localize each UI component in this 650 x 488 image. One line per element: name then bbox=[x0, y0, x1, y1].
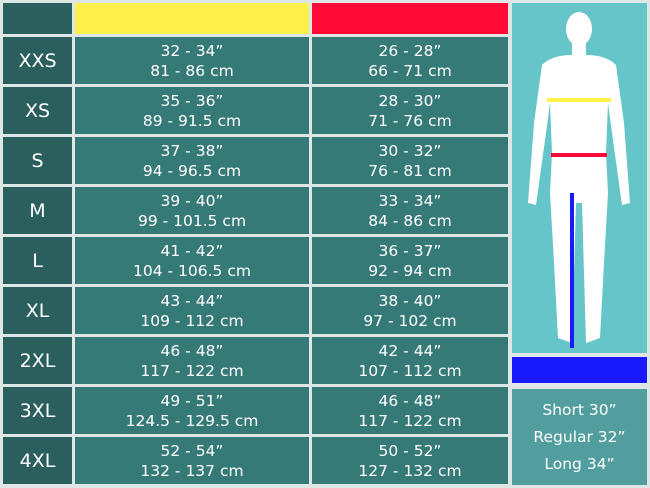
waist-color-header bbox=[312, 3, 508, 34]
chest-inches: 52 - 54” bbox=[160, 441, 224, 460]
chest-cell: 43 - 44” 109 - 112 cm bbox=[75, 287, 309, 334]
waist-cell: 46 - 48” 117 - 122 cm bbox=[312, 387, 508, 434]
chest-inches: 32 - 34” bbox=[160, 41, 224, 60]
chest-cm: 81 - 86 cm bbox=[150, 61, 234, 80]
chest-inches: 39 - 40” bbox=[160, 191, 224, 210]
chest-cell: 46 - 48” 117 - 122 cm bbox=[75, 337, 309, 384]
waist-cell: 42 - 44” 107 - 112 cm bbox=[312, 337, 508, 384]
waist-cell: 28 - 30” 71 - 76 cm bbox=[312, 87, 508, 134]
size-label: XS bbox=[3, 87, 72, 134]
chest-line bbox=[547, 98, 611, 102]
chest-cell: 37 - 38” 94 - 96.5 cm bbox=[75, 137, 309, 184]
waist-cell: 38 - 40” 97 - 102 cm bbox=[312, 287, 508, 334]
waist-cm: 107 - 112 cm bbox=[358, 361, 462, 380]
waist-inches: 36 - 37” bbox=[378, 241, 442, 260]
waist-cell: 36 - 37” 92 - 94 cm bbox=[312, 237, 508, 284]
chest-cm: 117 - 122 cm bbox=[140, 361, 244, 380]
human-silhouette-icon bbox=[528, 12, 630, 343]
waist-cell: 50 - 52” 127 - 132 cm bbox=[312, 437, 508, 484]
chest-cell: 52 - 54” 132 - 137 cm bbox=[75, 437, 309, 484]
waist-cell: 33 - 34” 84 - 86 cm bbox=[312, 187, 508, 234]
inseam-line bbox=[570, 193, 574, 348]
chest-cm: 104 - 106.5 cm bbox=[133, 261, 251, 280]
chest-cm: 94 - 96.5 cm bbox=[142, 161, 242, 180]
size-label: 4XL bbox=[3, 437, 72, 484]
waist-cell: 30 - 32” 76 - 81 cm bbox=[312, 137, 508, 184]
chest-inches: 37 - 38” bbox=[160, 141, 224, 160]
waist-cm: 117 - 122 cm bbox=[358, 411, 462, 430]
waist-inches: 30 - 32” bbox=[378, 141, 442, 160]
body-figure bbox=[512, 3, 647, 353]
chest-cell: 41 - 42” 104 - 106.5 cm bbox=[75, 237, 309, 284]
waist-inches: 46 - 48” bbox=[378, 391, 442, 410]
size-label: XL bbox=[3, 287, 72, 334]
chest-cell: 35 - 36” 89 - 91.5 cm bbox=[75, 87, 309, 134]
inseam-color-bar bbox=[512, 357, 647, 383]
chest-inches: 46 - 48” bbox=[160, 341, 224, 360]
chest-cm: 89 - 91.5 cm bbox=[142, 111, 242, 130]
waist-inches: 26 - 28” bbox=[378, 41, 442, 60]
waist-cm: 97 - 102 cm bbox=[363, 311, 457, 330]
chest-cell: 49 - 51” 124.5 - 129.5 cm bbox=[75, 387, 309, 434]
size-label: 3XL bbox=[3, 387, 72, 434]
inseam-long: Long 34” bbox=[544, 454, 615, 473]
waist-inches: 42 - 44” bbox=[378, 341, 442, 360]
waist-inches: 38 - 40” bbox=[378, 291, 442, 310]
waist-cm: 66 - 71 cm bbox=[368, 61, 452, 80]
waist-cm: 84 - 86 cm bbox=[368, 211, 452, 230]
waist-line bbox=[551, 153, 607, 157]
chest-cm: 109 - 112 cm bbox=[140, 311, 244, 330]
chest-cm: 124.5 - 129.5 cm bbox=[125, 411, 259, 430]
chest-color-header bbox=[75, 3, 309, 34]
waist-inches: 50 - 52” bbox=[378, 441, 442, 460]
inseam-lengths: Short 30” Regular 32” Long 34” bbox=[512, 389, 647, 485]
chest-cell: 32 - 34” 81 - 86 cm bbox=[75, 37, 309, 84]
waist-cm: 92 - 94 cm bbox=[368, 261, 452, 280]
chest-cell: 39 - 40” 99 - 101.5 cm bbox=[75, 187, 309, 234]
waist-cell: 26 - 28” 66 - 71 cm bbox=[312, 37, 508, 84]
waist-inches: 28 - 30” bbox=[378, 91, 442, 110]
header-corner bbox=[3, 3, 72, 34]
size-label: L bbox=[3, 237, 72, 284]
size-label: S bbox=[3, 137, 72, 184]
inseam-short: Short 30” bbox=[542, 400, 617, 419]
size-label: M bbox=[3, 187, 72, 234]
inseam-regular: Regular 32” bbox=[533, 427, 626, 446]
chest-inches: 41 - 42” bbox=[160, 241, 224, 260]
size-label: XXS bbox=[3, 37, 72, 84]
chest-inches: 43 - 44” bbox=[160, 291, 224, 310]
waist-cm: 71 - 76 cm bbox=[368, 111, 452, 130]
chest-inches: 35 - 36” bbox=[160, 91, 224, 110]
chest-cm: 99 - 101.5 cm bbox=[137, 211, 247, 230]
waist-cm: 76 - 81 cm bbox=[368, 161, 452, 180]
size-label: 2XL bbox=[3, 337, 72, 384]
waist-cm: 127 - 132 cm bbox=[358, 461, 462, 480]
waist-inches: 33 - 34” bbox=[378, 191, 442, 210]
chest-cm: 132 - 137 cm bbox=[140, 461, 244, 480]
chest-inches: 49 - 51” bbox=[160, 391, 224, 410]
